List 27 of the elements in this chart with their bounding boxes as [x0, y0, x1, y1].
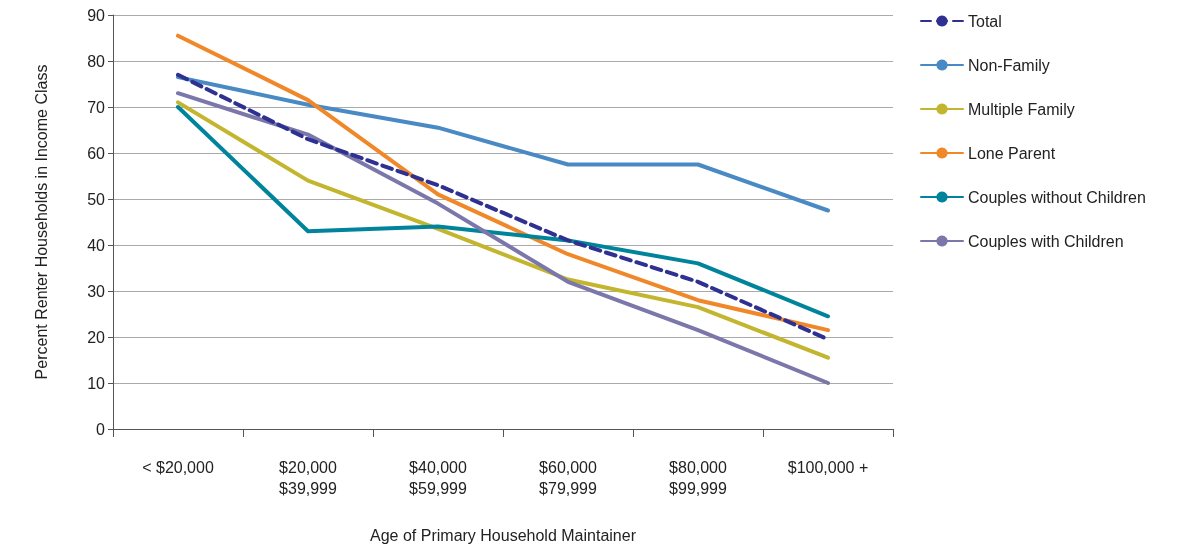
legend-label: Lone Parent: [968, 144, 1056, 162]
y-tick-label: 0: [96, 420, 106, 438]
legend-label: Non-Family: [968, 56, 1050, 74]
y-tick-label: 60: [87, 144, 106, 162]
y-tick-label: 80: [87, 52, 106, 70]
y-axis-title: Percent Renter Households in Income Class: [32, 64, 50, 380]
y-tick-label: 20: [87, 328, 106, 346]
x-tick-label: $80,000 $99,999: [669, 459, 728, 497]
y-tick-label: 30: [87, 282, 106, 300]
legend-label: Couples with Children: [968, 232, 1124, 250]
line-series: [176, 75, 830, 213]
x-tick-label: $20,000 $39,999: [279, 459, 338, 497]
y-tick-label: 90: [87, 6, 106, 24]
y-tick-label: 10: [87, 374, 106, 392]
y-tick-label: 40: [87, 236, 106, 254]
legend-label: Multiple Family: [968, 100, 1075, 118]
legend-label: Couples without Children: [968, 188, 1146, 206]
line-series: [176, 105, 830, 319]
y-tick-label: 70: [87, 98, 106, 116]
line-series: [176, 33, 830, 333]
x-axis-title: Age of Primary Household Maintainer: [370, 526, 637, 544]
x-tick-label: $60,000 $79,999: [539, 459, 598, 497]
x-tick-label: < $20,000: [142, 459, 214, 476]
y-tick-label: 50: [87, 190, 106, 208]
x-tick-label: $100,000 +: [787, 459, 869, 476]
x-tick-label: $40,000 $59,999: [409, 459, 468, 497]
legend-label: Total: [968, 12, 1002, 30]
